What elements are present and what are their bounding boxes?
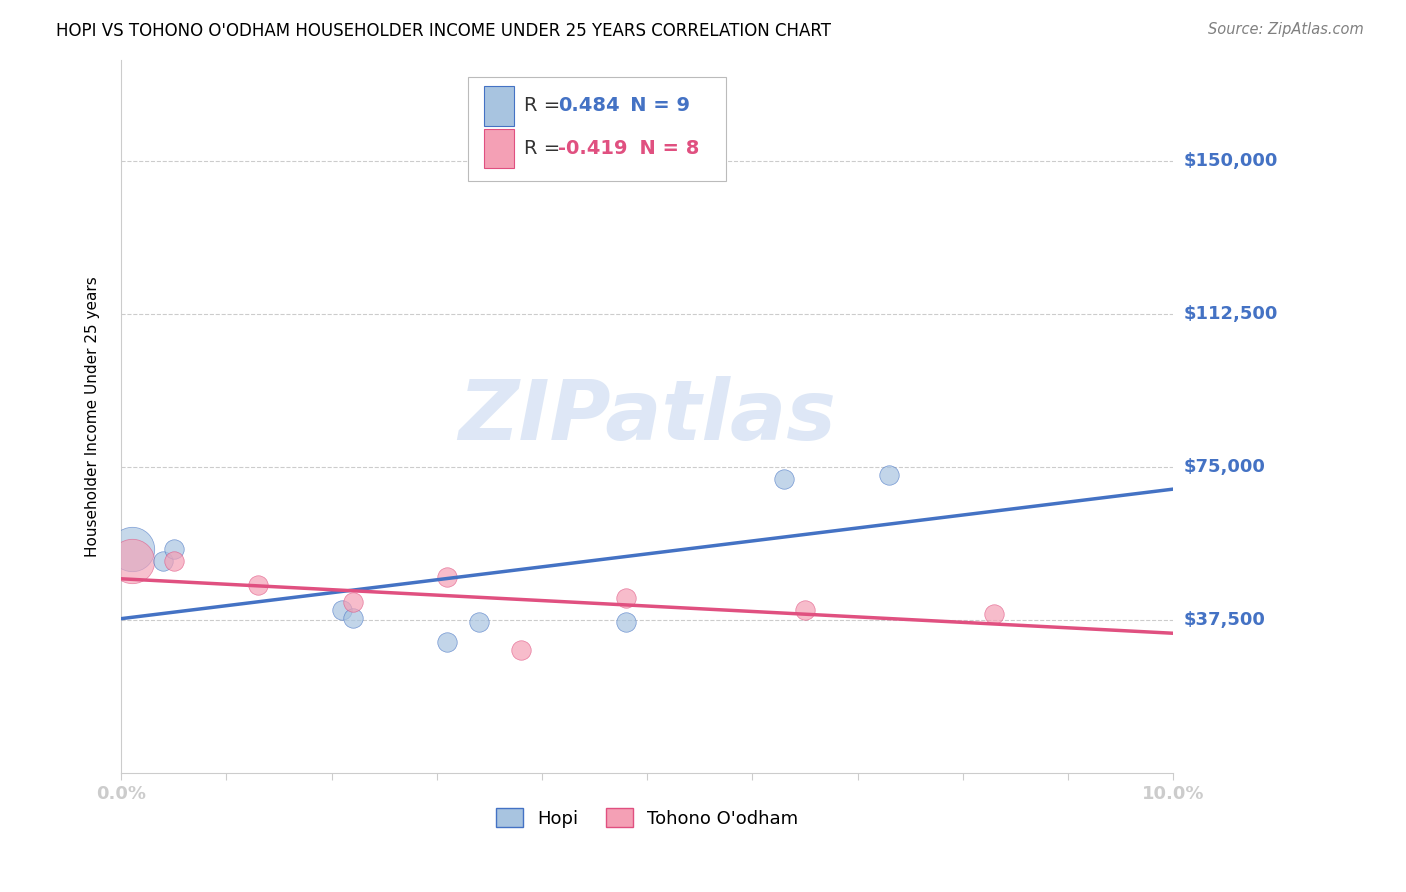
FancyBboxPatch shape (484, 87, 513, 126)
FancyBboxPatch shape (468, 78, 725, 181)
Text: $75,000: $75,000 (1184, 458, 1265, 476)
Text: N = 8: N = 8 (626, 139, 700, 158)
Text: N = 9: N = 9 (610, 96, 690, 115)
FancyBboxPatch shape (484, 129, 513, 169)
Text: $37,500: $37,500 (1184, 611, 1265, 629)
Text: 0.484: 0.484 (558, 96, 620, 115)
Text: HOPI VS TOHONO O'ODHAM HOUSEHOLDER INCOME UNDER 25 YEARS CORRELATION CHART: HOPI VS TOHONO O'ODHAM HOUSEHOLDER INCOM… (56, 22, 831, 40)
Text: Source: ZipAtlas.com: Source: ZipAtlas.com (1208, 22, 1364, 37)
Text: ZIPatlas: ZIPatlas (458, 376, 837, 457)
Text: R =: R = (524, 96, 567, 115)
Text: $150,000: $150,000 (1184, 153, 1278, 170)
Text: R =: R = (524, 139, 567, 158)
Text: -0.419: -0.419 (558, 139, 627, 158)
Y-axis label: Householder Income Under 25 years: Householder Income Under 25 years (86, 276, 100, 557)
Text: $112,500: $112,500 (1184, 305, 1278, 323)
Legend: Hopi, Tohono O'odham: Hopi, Tohono O'odham (489, 801, 806, 835)
